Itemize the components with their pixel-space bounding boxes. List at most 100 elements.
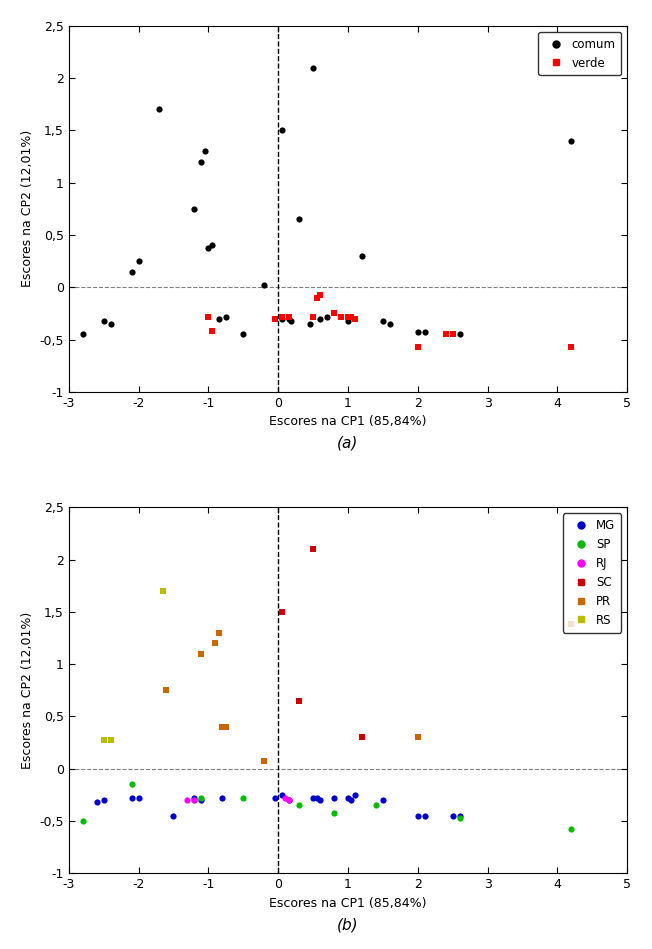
Point — [196, 646, 207, 661]
Point — [346, 792, 357, 808]
Point — [329, 791, 339, 806]
Point — [447, 809, 458, 824]
Point — [98, 313, 109, 328]
Point — [349, 311, 360, 326]
Point — [343, 309, 353, 325]
Point — [214, 311, 224, 326]
Point — [343, 791, 353, 806]
Point — [189, 792, 200, 808]
Point — [207, 238, 217, 253]
Point — [315, 792, 325, 808]
Point — [91, 794, 102, 809]
Point — [447, 326, 458, 342]
Point — [98, 792, 109, 808]
Point — [220, 719, 231, 735]
Point — [294, 212, 304, 227]
Point — [329, 306, 339, 321]
Point — [126, 777, 137, 792]
Point — [126, 791, 137, 806]
Point — [217, 791, 228, 806]
Point — [454, 809, 465, 824]
Point — [315, 311, 325, 326]
Point — [259, 278, 269, 293]
Point — [284, 792, 294, 808]
Point — [304, 316, 315, 331]
Point — [200, 143, 210, 158]
Point — [189, 791, 200, 806]
Point — [161, 682, 171, 698]
Point — [566, 340, 576, 355]
Point — [269, 791, 280, 806]
Point — [312, 290, 322, 306]
Point — [196, 791, 207, 806]
Point — [78, 326, 88, 342]
X-axis label: Escores na CP1 (85,84%): Escores na CP1 (85,84%) — [269, 416, 426, 428]
Point — [308, 542, 318, 557]
Point — [419, 325, 430, 340]
Point — [284, 792, 294, 808]
Point — [343, 313, 353, 328]
Point — [214, 625, 224, 641]
Point — [346, 309, 357, 325]
Point — [98, 733, 109, 748]
Point — [312, 791, 322, 806]
Point — [210, 636, 220, 651]
Point — [155, 102, 165, 117]
Point — [413, 809, 423, 824]
Point — [238, 791, 248, 806]
Point — [276, 788, 287, 803]
Point — [126, 264, 137, 279]
Point — [336, 309, 346, 325]
Point — [454, 326, 465, 342]
Point — [308, 60, 318, 75]
Point — [182, 792, 192, 808]
Point — [238, 326, 248, 342]
Point — [217, 719, 228, 735]
Point — [203, 240, 214, 255]
Point — [357, 730, 367, 745]
Point — [413, 340, 423, 355]
Point — [134, 791, 144, 806]
Point — [441, 326, 451, 342]
Point — [134, 253, 144, 269]
Text: (b): (b) — [337, 918, 359, 932]
Point — [189, 792, 200, 808]
Point — [286, 313, 296, 328]
Point — [158, 584, 168, 599]
Point — [259, 754, 269, 769]
Point — [566, 133, 576, 148]
Point — [196, 154, 207, 169]
Point — [329, 805, 339, 820]
Point — [106, 733, 116, 748]
Point — [294, 693, 304, 708]
Point — [276, 605, 287, 620]
Point — [308, 309, 318, 325]
Point — [269, 311, 280, 326]
Point — [276, 311, 287, 326]
Point — [196, 792, 207, 808]
Point — [284, 311, 294, 326]
Point — [322, 309, 333, 325]
Legend: MG, SP, RJ, SC, PR, RS: MG, SP, RJ, SC, PR, RS — [563, 513, 621, 632]
Point — [207, 324, 217, 339]
Point — [168, 809, 179, 824]
Y-axis label: Escores na CP2 (12,01%): Escores na CP2 (12,01%) — [21, 130, 34, 288]
X-axis label: Escores na CP1 (85,84%): Escores na CP1 (85,84%) — [269, 897, 426, 910]
Point — [357, 249, 367, 264]
Point — [203, 309, 214, 325]
Point — [294, 798, 304, 813]
Point — [276, 309, 287, 325]
Point — [189, 201, 200, 216]
Point — [371, 798, 381, 813]
Point — [413, 730, 423, 745]
Point — [284, 309, 294, 325]
Point — [106, 316, 116, 331]
Point — [566, 822, 576, 837]
Point — [385, 316, 395, 331]
Point — [454, 810, 465, 826]
Point — [280, 791, 290, 806]
Point — [378, 313, 388, 328]
Point — [308, 791, 318, 806]
Point — [378, 792, 388, 808]
Point — [349, 788, 360, 803]
